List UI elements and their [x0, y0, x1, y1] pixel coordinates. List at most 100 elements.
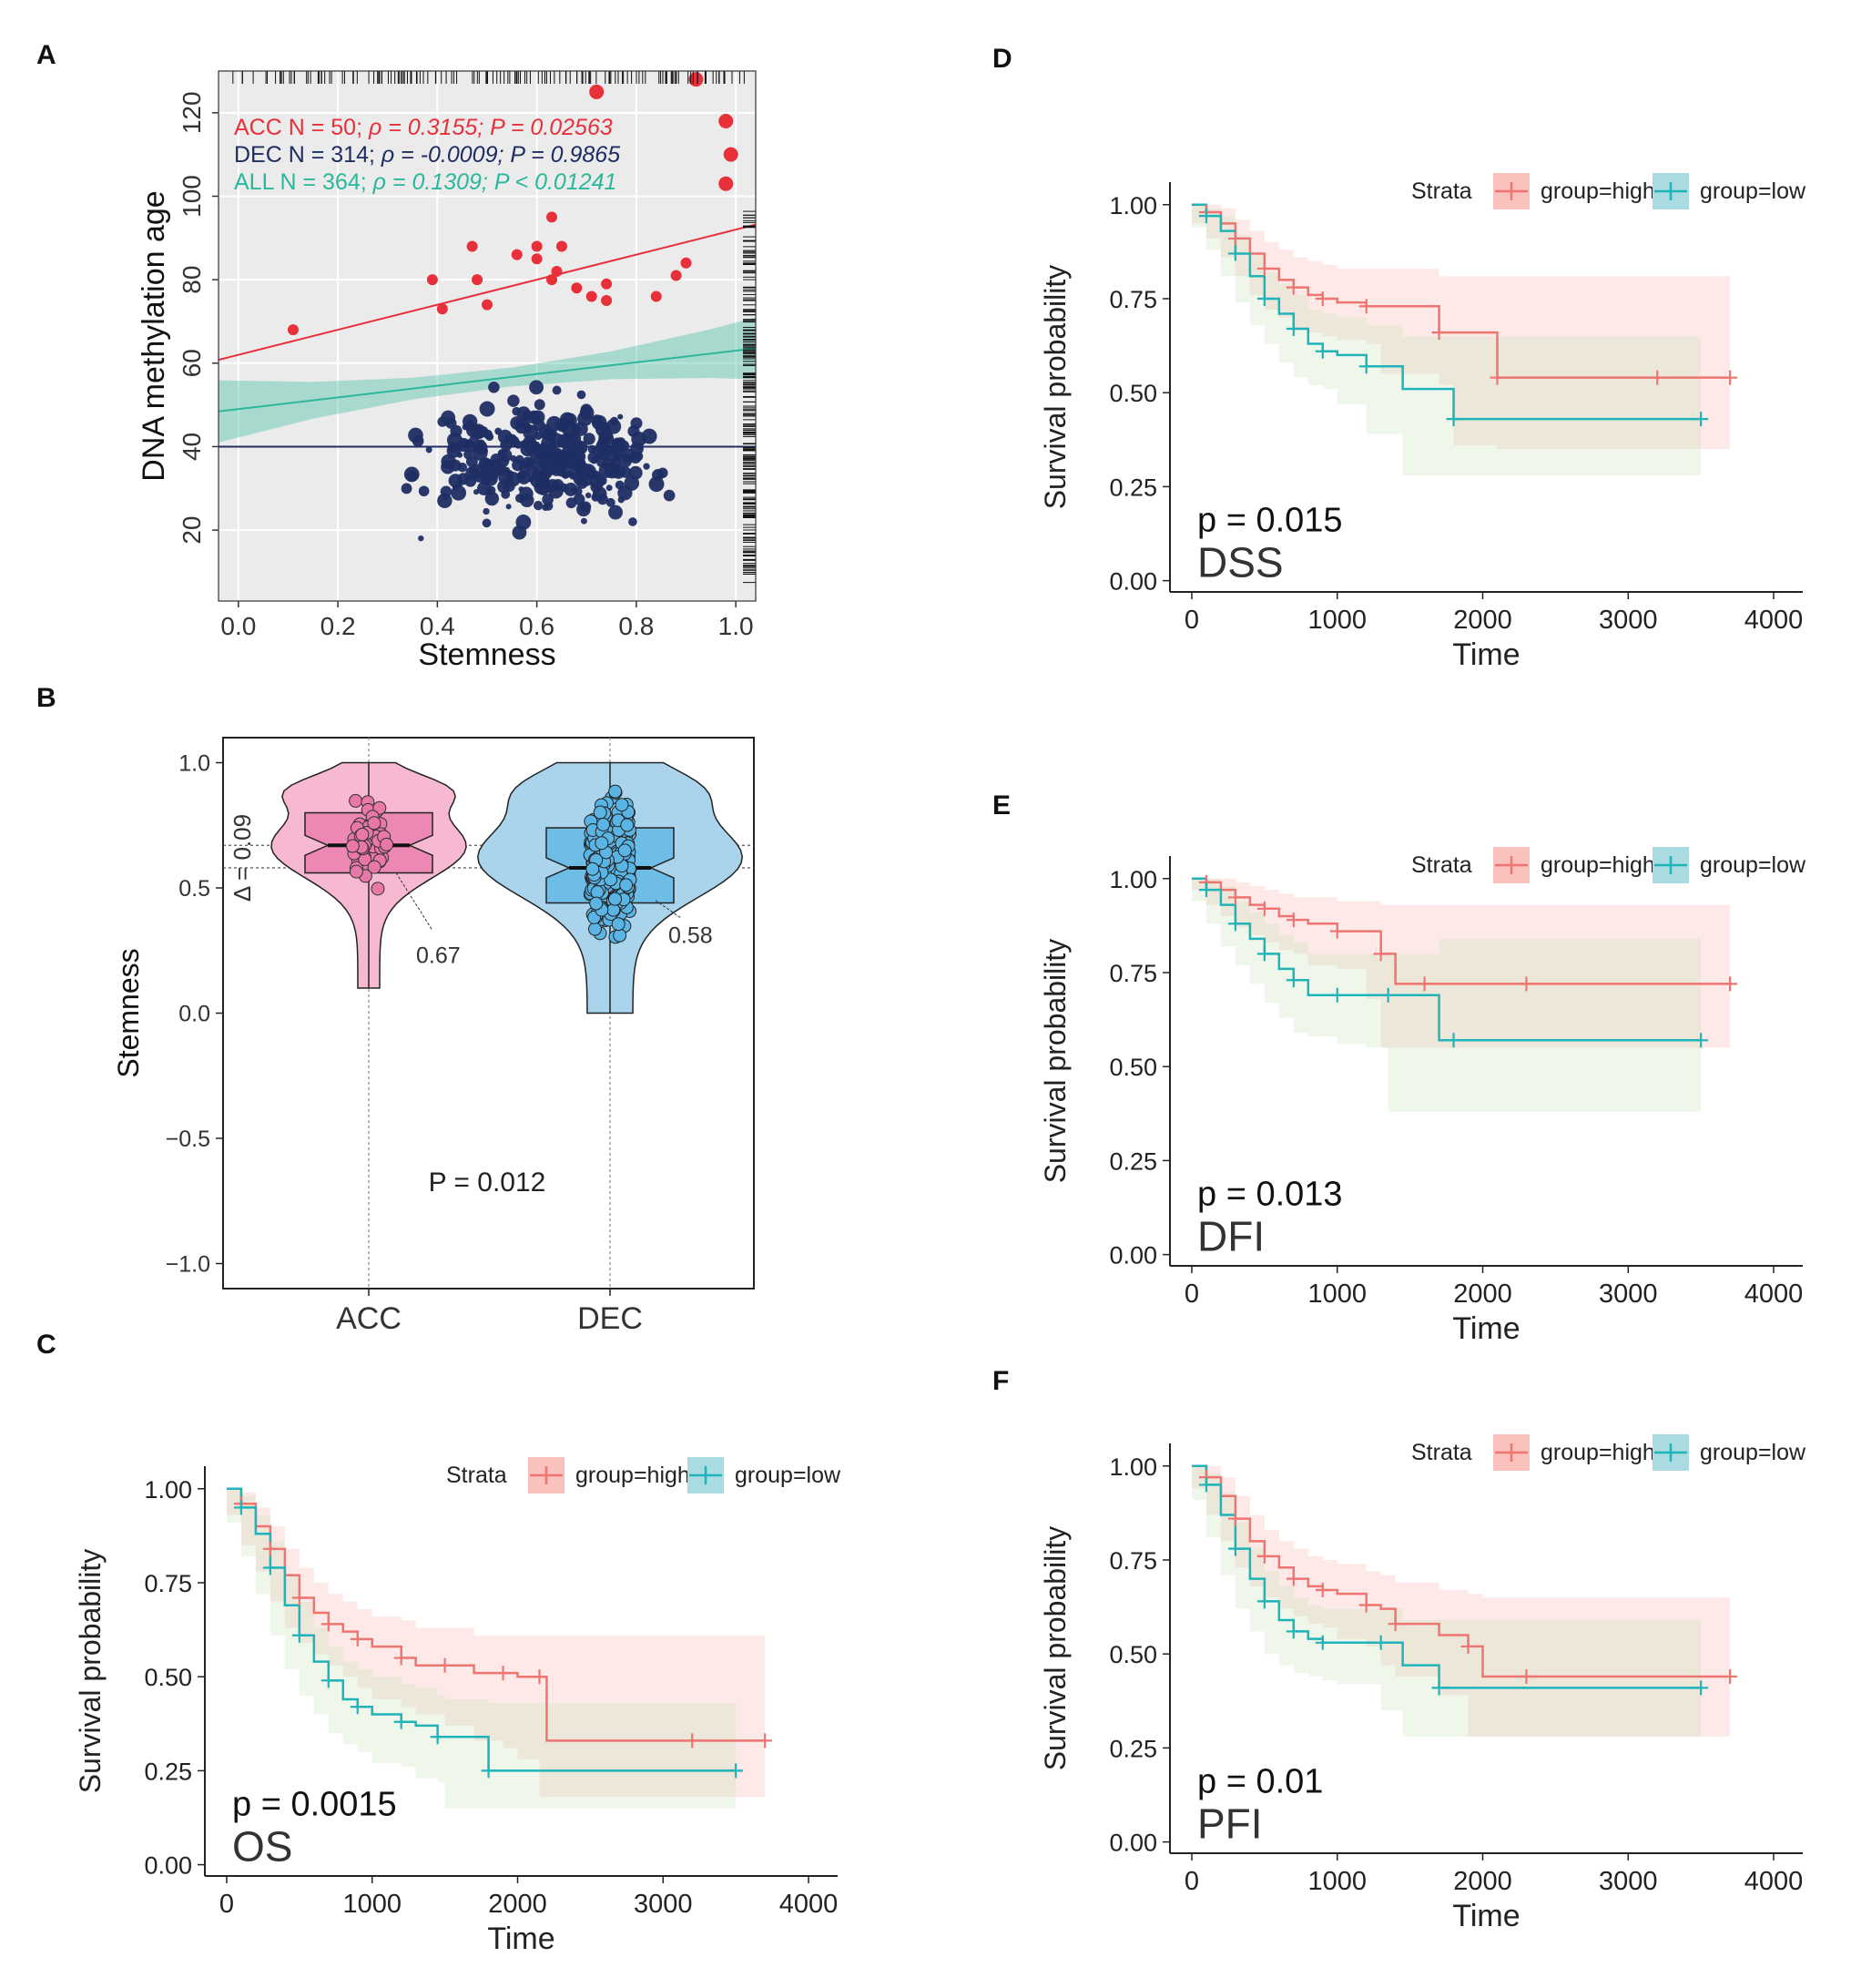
x-axis-title: Time — [1452, 1311, 1520, 1346]
annotation-n: ALL N = 364; — [234, 169, 373, 195]
dec-point — [608, 892, 623, 906]
dec-point — [580, 517, 587, 525]
censor-mark — [1256, 1594, 1272, 1609]
y-tick-label: 20 — [178, 516, 206, 545]
dec-point — [401, 483, 412, 494]
y-axis-title: Stemness — [112, 948, 145, 1077]
censor-mark — [1286, 280, 1301, 295]
dec-point — [613, 928, 627, 943]
censor-mark — [1693, 1033, 1709, 1048]
median-leader-dec — [655, 900, 682, 919]
dec-point — [615, 798, 629, 812]
annotation-p: P = 0.9865 — [510, 142, 620, 168]
dec-point — [617, 843, 632, 858]
delta-label: Δ = 0.09 — [229, 814, 256, 902]
acc-point — [680, 257, 692, 269]
panel-label-e: E — [992, 790, 1012, 821]
x-axis-title: Time — [487, 1922, 554, 1956]
confidence-band-high — [1191, 204, 1731, 450]
dec-point — [520, 493, 534, 508]
legend-key-mark — [689, 1466, 722, 1484]
dec-point — [503, 466, 511, 474]
legend-key-mark — [1495, 856, 1528, 874]
legend-key-mark — [1495, 1443, 1528, 1462]
x-tick-label: 3000 — [1599, 1867, 1658, 1896]
censor-mark — [1329, 923, 1345, 939]
dec-point — [643, 463, 650, 470]
dec-point — [558, 459, 568, 469]
stat-annotation-all: ALL N = 364; ρ = 0.1309; P < 0.01241 — [234, 169, 616, 195]
censor-mark — [758, 1733, 773, 1748]
dec-point — [575, 455, 582, 463]
regression-line-all — [219, 347, 756, 413]
y-axis-title: Survival probability — [74, 1549, 107, 1794]
y-tick-label: −0.5 — [166, 1127, 210, 1152]
x-tick-label: 0 — [1185, 1867, 1199, 1896]
censor-mark — [1286, 912, 1301, 928]
censor-mark — [728, 1763, 744, 1779]
annotation-n: DEC N = 314; — [234, 142, 381, 168]
dec-point — [425, 446, 432, 454]
dec-point — [557, 433, 573, 449]
dec-point — [608, 463, 620, 474]
x-axis-title: Time — [1452, 1899, 1520, 1933]
dec-point — [617, 495, 625, 504]
p-value-label: p = 0.01 — [1197, 1763, 1323, 1801]
dec-point — [483, 507, 490, 515]
legend-key-mark — [1654, 856, 1687, 874]
y-axis-title: DNA methylation age — [137, 190, 171, 481]
censor-mark — [1256, 260, 1272, 276]
survival-curve-low — [1191, 877, 1702, 1042]
dec-point — [494, 427, 503, 435]
panel-label-f: F — [992, 1366, 1010, 1396]
median-label-acc: 0.67 — [416, 943, 461, 969]
legend-entry-high: group=high — [1541, 1440, 1655, 1465]
censor-mark — [1227, 916, 1243, 932]
y-tick-label: 0.00 — [1109, 1830, 1157, 1857]
censor-mark — [1286, 1624, 1301, 1639]
dec-point — [596, 817, 611, 831]
censor-mark — [1380, 987, 1396, 1003]
x-tick-label: 0.8 — [618, 612, 654, 640]
censor-mark — [1723, 976, 1738, 992]
acc-point — [380, 837, 394, 851]
acc-point — [436, 303, 448, 315]
censor-mark — [1519, 1668, 1534, 1684]
censor-mark — [1358, 1597, 1374, 1613]
x-tick-label: 0 — [219, 1890, 234, 1919]
dec-point — [574, 422, 588, 436]
x-tick-label: 2000 — [488, 1890, 547, 1919]
y-tick-label: 0.75 — [1109, 960, 1157, 987]
dec-point — [605, 484, 613, 492]
dec-point — [576, 463, 592, 477]
legend-title: Strata — [446, 1463, 507, 1488]
dec-point — [583, 433, 595, 445]
confidence-band-high — [1191, 1465, 1731, 1738]
acc-point — [688, 72, 704, 87]
censor-mark — [1227, 1541, 1243, 1556]
acc-point — [723, 147, 738, 162]
dec-point — [574, 440, 585, 450]
dec-point — [418, 535, 424, 542]
censor-mark — [1431, 325, 1447, 341]
y-tick-label: 0.25 — [144, 1758, 192, 1785]
censor-mark — [1417, 976, 1432, 992]
dec-point — [641, 428, 657, 444]
dec-point — [534, 451, 549, 465]
acc-point — [555, 240, 567, 252]
acc-point — [355, 827, 370, 841]
acc-point — [371, 882, 385, 896]
x-tick-label: 3000 — [634, 1890, 693, 1919]
legend-entry-low: group=low — [735, 1463, 841, 1488]
dec-point — [501, 489, 511, 499]
annotation-p: P = 0.02563 — [490, 115, 613, 140]
annotation-rho: ρ = -0.0009; — [381, 142, 511, 168]
censor-mark — [1519, 976, 1534, 992]
y-tick-label: 1.0 — [178, 751, 210, 777]
dec-point — [597, 475, 607, 485]
censor-mark — [1723, 1668, 1738, 1684]
y-tick-label: 0.5 — [178, 876, 210, 902]
acc-point — [472, 274, 483, 286]
dec-point — [593, 805, 607, 820]
x-tick-label: 1000 — [1307, 1867, 1367, 1896]
